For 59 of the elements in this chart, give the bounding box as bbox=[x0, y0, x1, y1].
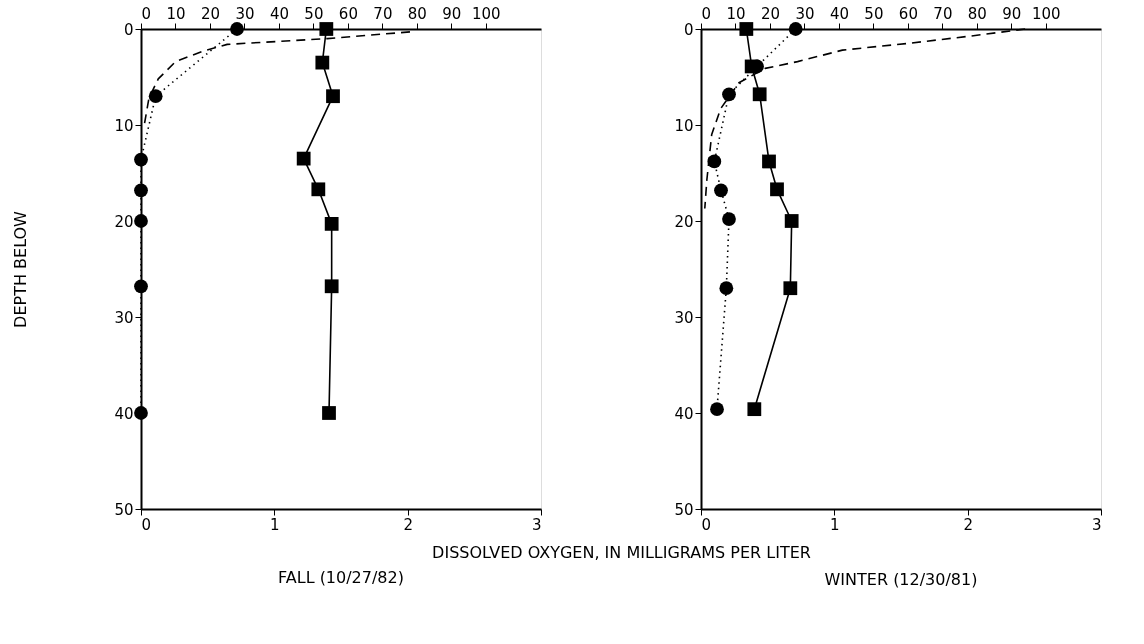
x2-tick-label: 80 bbox=[407, 4, 427, 23]
x2-tick-label: 60 bbox=[338, 4, 358, 23]
point bbox=[770, 182, 784, 197]
x2-tick-label: 40 bbox=[269, 4, 289, 23]
x2-tick-label: 100 bbox=[472, 4, 501, 23]
y-tick-label: 30 bbox=[114, 308, 134, 327]
text: WINTER (12/30/81) bbox=[824, 570, 978, 589]
x-axis-title: DISSOLVED OXYGEN, IN MILLIGRAMS PER LITER bbox=[432, 542, 811, 562]
x2-tick-label: 80 bbox=[967, 4, 987, 23]
point bbox=[722, 87, 736, 102]
x2-tick-label: 30 bbox=[235, 4, 255, 23]
text: FALL (10/27/82) bbox=[278, 568, 404, 587]
x-tick-label: 3 bbox=[1091, 515, 1102, 534]
x-tick-label: 0 bbox=[141, 515, 152, 534]
x2-tick-label: 90 bbox=[1002, 4, 1022, 23]
x2-tick-label: 90 bbox=[442, 4, 462, 23]
x2-tick-label: 10 bbox=[166, 4, 186, 23]
y-tick-label: 40 bbox=[674, 404, 694, 423]
x-tick-label: 1 bbox=[830, 515, 840, 534]
x2-tick-label: 0 bbox=[701, 4, 712, 23]
y-tick-label: 30 bbox=[674, 308, 694, 327]
x2-tick-label: 50 bbox=[864, 4, 884, 23]
x2-tick-label: 10 bbox=[726, 4, 746, 23]
y-tick-label: 40 bbox=[114, 404, 134, 423]
x2-tick-label: 50 bbox=[304, 4, 324, 23]
x-tick-label: 0 bbox=[701, 515, 712, 534]
point bbox=[747, 402, 762, 417]
x2-tick-label: 30 bbox=[795, 4, 815, 23]
point bbox=[710, 402, 724, 417]
point bbox=[739, 22, 754, 36]
point bbox=[783, 281, 798, 296]
y-tick-label: 20 bbox=[114, 212, 134, 231]
point bbox=[788, 22, 803, 36]
point bbox=[784, 214, 799, 228]
x2-tick-label: 40 bbox=[829, 4, 849, 23]
point bbox=[722, 212, 736, 226]
x2-tick-label: 100 bbox=[1032, 4, 1061, 23]
x-tick-label: 3 bbox=[531, 515, 542, 534]
y-tick-label: 50 bbox=[674, 500, 694, 519]
y-tick-label: 10 bbox=[114, 116, 134, 135]
y-tick-label: 50 bbox=[114, 500, 134, 519]
y-tick-label: 20 bbox=[674, 212, 694, 231]
x2-tick-label: 0 bbox=[141, 4, 152, 23]
x2-tick-label: 20 bbox=[200, 4, 221, 23]
point bbox=[752, 87, 767, 102]
point bbox=[714, 183, 728, 198]
y-tick-label: 10 bbox=[674, 116, 694, 135]
y-tick-label: 0 bbox=[123, 20, 134, 39]
y-axis-title: DEPTH BELOW bbox=[11, 210, 31, 328]
x2-tick-label: 20 bbox=[760, 4, 781, 23]
x-tick-label: 2 bbox=[403, 515, 413, 534]
x2-tick-label: 70 bbox=[933, 4, 953, 23]
x-tick-label: 1 bbox=[270, 515, 280, 534]
point bbox=[762, 154, 776, 169]
x2-tick-label: 60 bbox=[898, 4, 918, 23]
point bbox=[719, 281, 734, 296]
x-tick-label: 2 bbox=[963, 515, 973, 534]
y-tick-label: 0 bbox=[683, 20, 694, 39]
x2-tick-label: 70 bbox=[373, 4, 393, 23]
